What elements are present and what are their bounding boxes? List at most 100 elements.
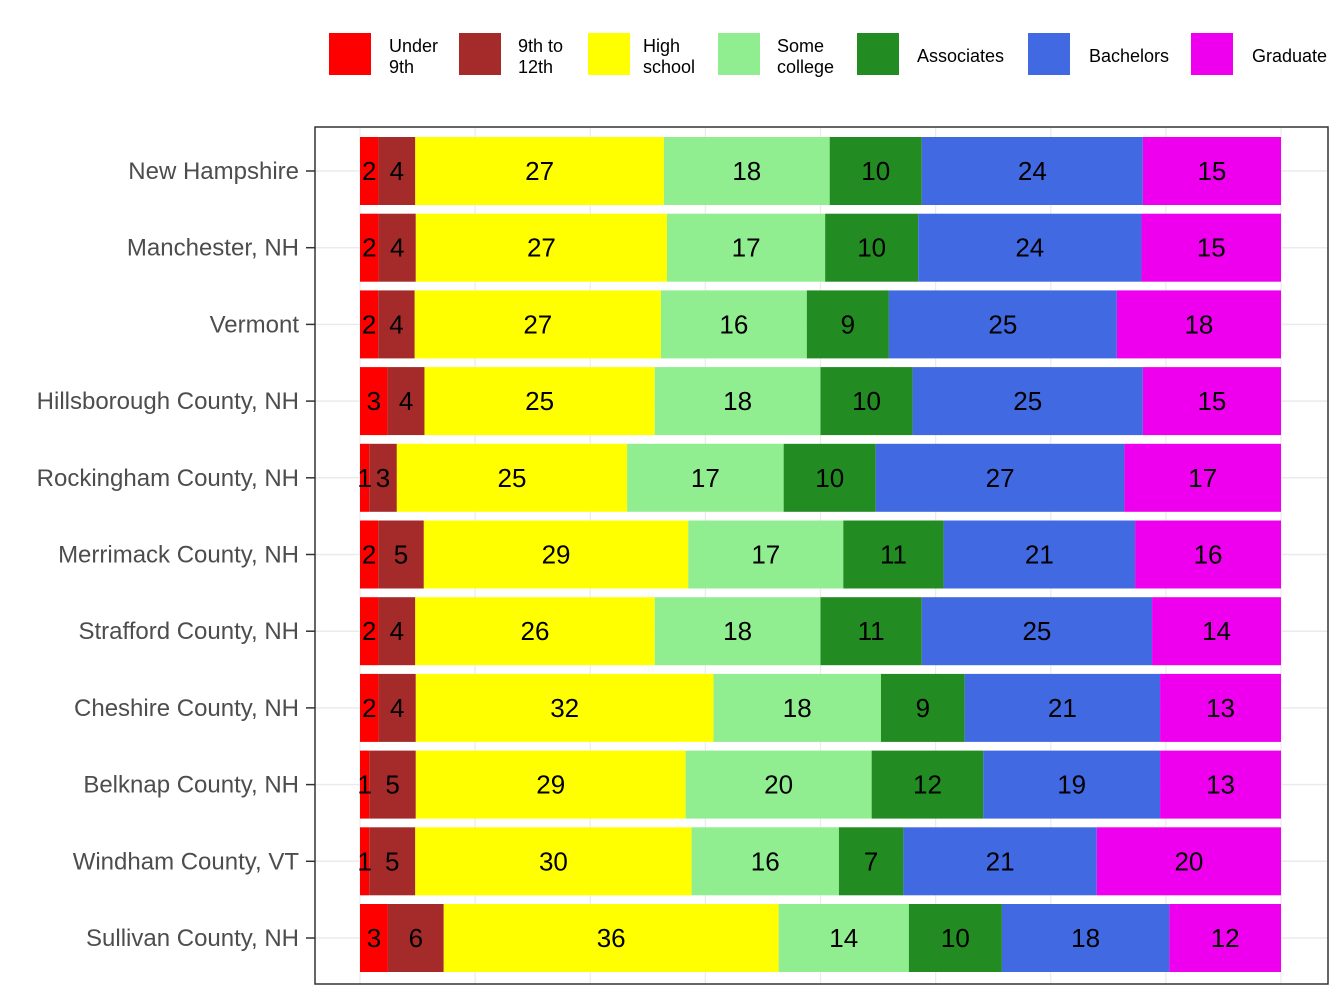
bar-segment-bachelors bbox=[912, 367, 1143, 436]
data-label: 13 bbox=[1206, 693, 1235, 723]
data-label: 5 bbox=[394, 540, 408, 570]
bar-segment-associates bbox=[820, 367, 913, 436]
data-label: 13 bbox=[1206, 770, 1235, 800]
bar-segment-bachelors bbox=[983, 750, 1161, 819]
data-label: 4 bbox=[390, 233, 404, 263]
bar-segment-9th-to-12th bbox=[369, 827, 416, 896]
data-label: 3 bbox=[376, 463, 390, 493]
data-label: 2 bbox=[362, 156, 376, 186]
data-label: 11 bbox=[880, 540, 907, 570]
y-tick-label: Cheshire County, NH bbox=[74, 695, 299, 722]
bar-segment-under-9th bbox=[360, 443, 370, 512]
bar-segment-9th-to-12th bbox=[378, 673, 416, 742]
bar-segment-associates bbox=[908, 904, 1002, 972]
y-tick-label: Strafford County, NH bbox=[78, 618, 299, 645]
data-label: 2 bbox=[362, 616, 376, 646]
legend-item-graduate: Graduate bbox=[1191, 33, 1327, 75]
bar-segment-bachelors bbox=[943, 520, 1136, 589]
bar-segment-some-college bbox=[654, 597, 821, 666]
bar-segment-associates bbox=[806, 290, 889, 359]
bar-segment-associates bbox=[843, 520, 944, 589]
bar-segment-bachelors bbox=[875, 443, 1125, 512]
y-tick-label: Manchester, NH bbox=[127, 235, 299, 262]
data-label: 14 bbox=[829, 923, 858, 953]
y-tick-label: Rockingham County, NH bbox=[37, 465, 299, 492]
bar-segment-high-school bbox=[415, 213, 667, 282]
data-label: 20 bbox=[1174, 846, 1203, 876]
bar-segment-bachelors bbox=[918, 213, 1142, 282]
bar-segment-high-school bbox=[414, 290, 661, 359]
bar-segment-9th-to-12th bbox=[378, 597, 416, 666]
data-label: 10 bbox=[861, 156, 890, 186]
data-label: 14 bbox=[1202, 616, 1231, 646]
legend-key bbox=[1191, 33, 1233, 75]
bar-segment-high-school bbox=[396, 443, 628, 512]
data-label: 2 bbox=[362, 693, 376, 723]
data-label: 18 bbox=[723, 386, 752, 416]
data-label: 2 bbox=[362, 309, 376, 339]
bar-segment-associates bbox=[838, 827, 904, 896]
data-label: 27 bbox=[523, 309, 552, 339]
bar-segment-graduate bbox=[1160, 750, 1281, 819]
data-label: 4 bbox=[390, 616, 404, 646]
bar-segment-associates bbox=[783, 443, 876, 512]
legend-key bbox=[857, 33, 899, 75]
data-label: 32 bbox=[550, 693, 579, 723]
data-label: 27 bbox=[527, 233, 556, 263]
data-label: 12 bbox=[913, 770, 942, 800]
bar-segment-some-college bbox=[691, 827, 839, 896]
data-label: 16 bbox=[751, 846, 780, 876]
data-label: 19 bbox=[1057, 770, 1086, 800]
data-label: 15 bbox=[1197, 156, 1226, 186]
legend-key bbox=[1028, 33, 1070, 75]
bar-segment-graduate bbox=[1141, 213, 1281, 282]
data-label: 9 bbox=[916, 693, 930, 723]
bar-segment-some-college bbox=[667, 213, 826, 282]
data-label: 24 bbox=[1018, 156, 1047, 186]
bar-segment-9th-to-12th bbox=[369, 750, 416, 819]
legend-key bbox=[588, 33, 630, 75]
data-label: 26 bbox=[521, 616, 550, 646]
data-label: 16 bbox=[1194, 540, 1223, 570]
data-label: 21 bbox=[1025, 540, 1054, 570]
bar-segment-some-college bbox=[654, 367, 821, 436]
bar-segment-bachelors bbox=[903, 827, 1097, 896]
bar-segment-graduate bbox=[1142, 367, 1281, 436]
data-label: 27 bbox=[986, 463, 1015, 493]
data-label: 18 bbox=[723, 616, 752, 646]
data-label: 25 bbox=[525, 386, 554, 416]
bar-segment-associates bbox=[871, 750, 984, 819]
data-label: 9 bbox=[841, 309, 855, 339]
y-tick-label: Belknap County, NH bbox=[83, 772, 299, 799]
y-tick-label: Vermont bbox=[210, 311, 300, 338]
bar-segment-associates bbox=[825, 213, 919, 282]
legend-item-9th-to-12th: 9th to 12th bbox=[459, 33, 563, 77]
data-label: 15 bbox=[1197, 233, 1226, 263]
bar-segment-some-college bbox=[685, 750, 872, 819]
bar-segment-9th-to-12th bbox=[378, 213, 416, 282]
legend-key bbox=[329, 33, 371, 75]
data-label: 10 bbox=[852, 386, 881, 416]
bar-segment-bachelors bbox=[921, 137, 1143, 205]
data-label: 17 bbox=[751, 540, 780, 570]
bar-segment-some-college bbox=[627, 443, 784, 512]
panel-border bbox=[314, 126, 1329, 985]
data-label: 6 bbox=[409, 923, 423, 953]
bar-segment-under-9th bbox=[360, 750, 370, 819]
legend-item-bachelors: Bachelors bbox=[1028, 33, 1169, 75]
data-label: 30 bbox=[539, 846, 568, 876]
legend-key bbox=[718, 33, 760, 75]
bar-segment-9th-to-12th bbox=[369, 443, 397, 512]
bar-segment-graduate bbox=[1124, 443, 1281, 512]
bar-segment-under-9th bbox=[360, 520, 379, 589]
bar-segment-graduate bbox=[1096, 827, 1281, 896]
data-label: 7 bbox=[864, 846, 878, 876]
bar-segment-bachelors bbox=[888, 290, 1117, 359]
data-label: 5 bbox=[385, 770, 399, 800]
bar-segment-under-9th bbox=[360, 137, 379, 205]
data-label: 10 bbox=[815, 463, 844, 493]
bar-segment-high-school bbox=[424, 367, 655, 436]
data-label: 1 bbox=[357, 846, 371, 876]
bar-segment-9th-to-12th bbox=[387, 367, 425, 436]
